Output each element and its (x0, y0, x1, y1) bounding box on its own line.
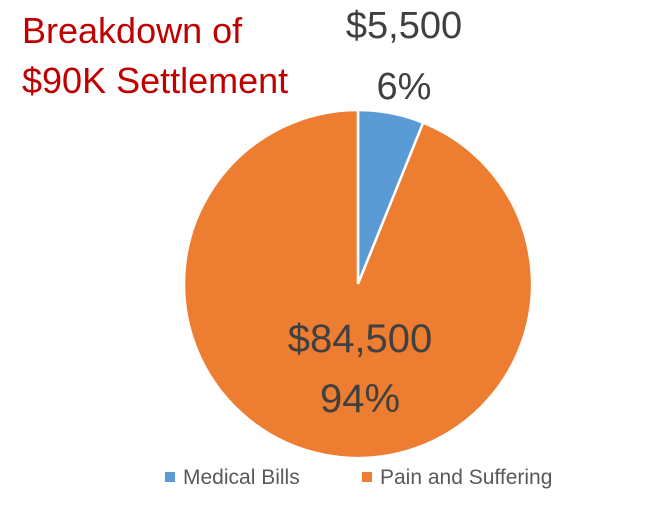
legend-swatch-medical-bills (165, 472, 175, 482)
chart-title-line-2: $90K Settlement (22, 60, 289, 101)
data-label-pain-percent: 94% (320, 377, 400, 421)
legend-item-medical-bills: Medical Bills (165, 466, 300, 490)
chart-title: Breakdown of $90K Settlement (22, 6, 288, 106)
data-label-medical-bills-percent: 6% (377, 66, 432, 108)
data-label-medical-bills-value: $5,500 (346, 5, 462, 47)
pie-slice-pain-and-suffering (182, 108, 534, 460)
data-label-pain-value: $84,500 (288, 317, 433, 361)
legend-label-medical-bills: Medical Bills (183, 466, 300, 489)
legend-item-pain-and-suffering: Pain and Suffering (362, 466, 552, 490)
legend-swatch-pain-and-suffering (362, 472, 372, 482)
chart-title-line-1: Breakdown of (22, 10, 243, 51)
legend-label-pain-and-suffering: Pain and Suffering (380, 466, 553, 489)
